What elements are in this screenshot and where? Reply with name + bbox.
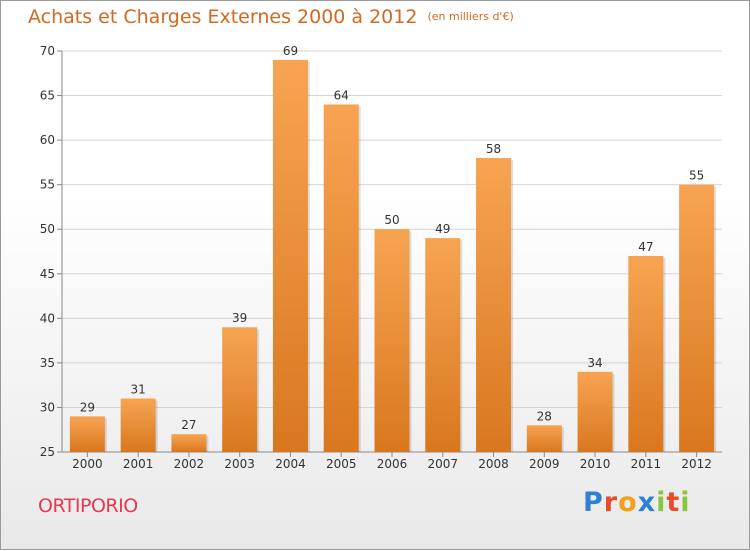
x-tick-label: 2009 [529, 457, 560, 471]
chart-title-text: Achats et Charges Externes 2000 à 2012 [28, 6, 418, 28]
data-labels: 29 31 27 39 69 64 50 49 58 28 34 47 55 [80, 44, 705, 432]
logo-letter: o [618, 487, 638, 518]
chart-subtitle: (en milliers d'€) [427, 10, 514, 23]
logo-letter: i [680, 487, 691, 518]
bar [476, 157, 512, 452]
chart-title: Achats et Charges Externes 2000 à 2012 (e… [28, 6, 514, 28]
x-tick-label: 2005 [326, 457, 357, 471]
logo-letter: P [583, 487, 604, 518]
x-tick-label: 2006 [377, 457, 408, 471]
bar-value-label: 34 [587, 356, 602, 370]
bar-value-label: 39 [232, 311, 247, 325]
y-tick-label: 45 [40, 267, 55, 281]
bar [425, 238, 461, 452]
logo-letter: x [637, 487, 657, 518]
y-tick-label: 60 [40, 133, 55, 147]
bar [577, 371, 613, 452]
bar-value-label: 58 [486, 142, 501, 156]
bar-value-label: 28 [537, 409, 552, 423]
bar [171, 434, 207, 452]
bar [323, 104, 359, 452]
proxiti-logo: Proxiti [583, 487, 691, 518]
bar-value-label: 69 [283, 44, 298, 58]
bar-value-label: 31 [131, 383, 146, 397]
bar-value-label: 49 [435, 222, 450, 236]
x-tick-label: 2000 [72, 457, 103, 471]
y-tick-label: 70 [40, 44, 55, 58]
bar [69, 416, 105, 452]
bar [628, 255, 664, 452]
logo-letter: i [656, 487, 667, 518]
bar-value-label: 47 [638, 240, 653, 254]
x-tick-label: 2004 [275, 457, 306, 471]
x-tick-label: 2007 [427, 457, 458, 471]
x-tick-label: 2008 [478, 457, 509, 471]
commune-name: ORTIPORIO [38, 495, 138, 517]
x-tick-label: 2012 [681, 457, 712, 471]
y-tick-label: 25 [40, 445, 55, 459]
y-tick-label: 30 [40, 400, 55, 414]
x-tick-label: 2002 [174, 457, 205, 471]
y-tick-label: 35 [40, 356, 55, 370]
bar [272, 59, 308, 453]
logo-letter: r [603, 487, 619, 518]
bar-value-label: 50 [384, 213, 399, 227]
y-tick-label: 65 [40, 89, 55, 103]
y-tick-label: 50 [40, 222, 55, 236]
bar-value-label: 29 [80, 400, 95, 414]
logo-letter: t [666, 487, 681, 518]
x-tick-label: 2003 [224, 457, 255, 471]
x-tick-label: 2011 [631, 457, 662, 471]
bar [679, 184, 715, 452]
bar-value-label: 64 [334, 88, 349, 102]
bar-value-label: 55 [689, 169, 704, 183]
bar [222, 327, 258, 452]
y-tick-label: 55 [40, 178, 55, 192]
bar [374, 229, 410, 452]
bar [526, 425, 562, 452]
bar-value-label: 27 [181, 418, 196, 432]
bars [69, 59, 717, 453]
y-tick-label: 40 [40, 311, 55, 325]
x-tick-label: 2001 [123, 457, 154, 471]
bar [120, 398, 156, 452]
x-tick-label: 2010 [580, 457, 611, 471]
